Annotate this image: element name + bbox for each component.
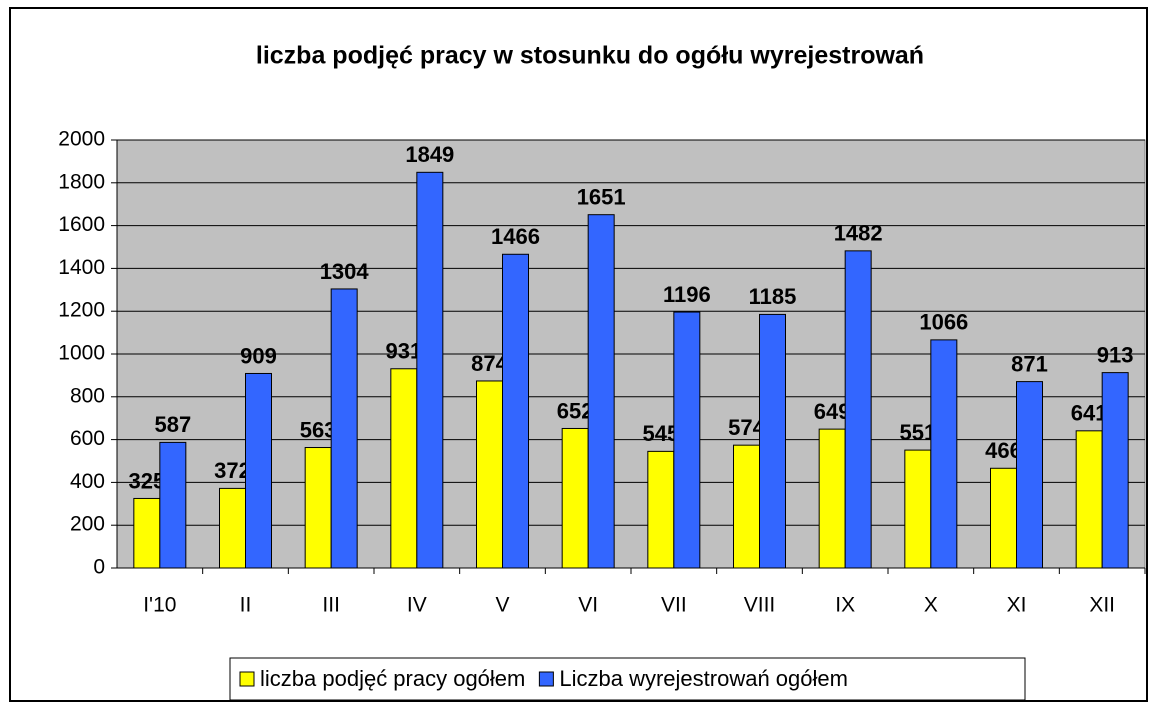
bar: [219, 487, 246, 569]
bar: [561, 427, 589, 569]
bar: [759, 313, 786, 569]
bar: [990, 467, 1017, 569]
bar: [733, 444, 760, 569]
value-label: 1482: [834, 221, 883, 246]
value-label: 931: [385, 339, 422, 364]
x-tick-label: XII: [1089, 594, 1115, 617]
chart-title: liczba podjęć pracy w stosunku do ogółu …: [256, 42, 924, 70]
y-tick-label: 600: [70, 427, 105, 450]
y-tick-label: 1400: [58, 256, 105, 279]
value-label: 641: [1071, 401, 1108, 426]
y-tick-label: 1600: [58, 213, 105, 236]
x-tick-label: III: [322, 594, 340, 617]
bar: [304, 447, 332, 569]
bar: [1075, 430, 1103, 569]
bar: [930, 339, 958, 569]
x-tick-label: X: [924, 594, 938, 617]
value-label: 1466: [491, 224, 540, 249]
bar: [1101, 372, 1129, 569]
bar: [904, 449, 932, 569]
y-tick-label: 0: [93, 556, 105, 579]
x-tick-label: VII: [661, 594, 687, 617]
legend-swatch: [239, 671, 255, 687]
value-label: 1304: [320, 259, 370, 284]
value-label: 587: [154, 412, 191, 437]
value-label: 649: [814, 399, 851, 424]
value-label: 1066: [919, 310, 968, 335]
legend-label: liczba podjęć pracy ogółem: [260, 666, 525, 691]
bar: [159, 441, 187, 569]
y-tick-label: 2000: [58, 128, 105, 151]
bar: [1016, 381, 1043, 569]
bar: [245, 372, 272, 569]
value-label: 871: [1011, 351, 1048, 376]
value-label: 1849: [405, 142, 454, 167]
x-tick-label: V: [495, 594, 509, 617]
y-tick-label: 1000: [58, 342, 105, 365]
value-label: 466: [985, 438, 1022, 463]
bar: [416, 171, 444, 569]
x-tick-label: IX: [835, 594, 855, 617]
value-label: 1196: [663, 282, 711, 307]
bar: [844, 250, 872, 569]
bar: [390, 368, 418, 569]
bar: [647, 450, 675, 569]
y-tick-label: 400: [70, 470, 105, 493]
x-tick-label: II: [240, 594, 252, 617]
legend-label: Liczba wyrejestrowań ogółem: [559, 666, 848, 691]
value-label: 909: [240, 343, 277, 368]
value-label: 545: [642, 421, 679, 446]
x-tick-label: IV: [407, 594, 427, 617]
bar: [133, 497, 161, 569]
legend-swatch: [538, 671, 554, 687]
y-tick-label: 1200: [58, 299, 105, 322]
value-label: 551: [899, 420, 936, 445]
y-tick-label: 200: [70, 513, 105, 536]
legend-box: [229, 657, 1026, 701]
x-tick-label: I'10: [143, 594, 176, 617]
bar: [587, 214, 615, 569]
value-label: 652: [557, 398, 594, 423]
x-tick-label: VI: [578, 594, 598, 617]
y-tick-label: 1800: [58, 170, 105, 193]
bar: [330, 288, 358, 569]
value-label: 372: [214, 458, 251, 483]
x-tick-label: XI: [1007, 594, 1027, 617]
x-tick-label: VIII: [744, 594, 776, 617]
value-label: 563: [300, 417, 337, 442]
value-label: 1651: [577, 184, 626, 209]
bar: [502, 253, 529, 569]
y-tick-label: 800: [70, 384, 105, 407]
bar: [818, 428, 846, 569]
bar: [673, 311, 701, 569]
value-label: 325: [128, 468, 165, 493]
value-label: 1185: [749, 284, 797, 309]
value-label: 913: [1097, 342, 1134, 367]
bar: [476, 380, 503, 569]
